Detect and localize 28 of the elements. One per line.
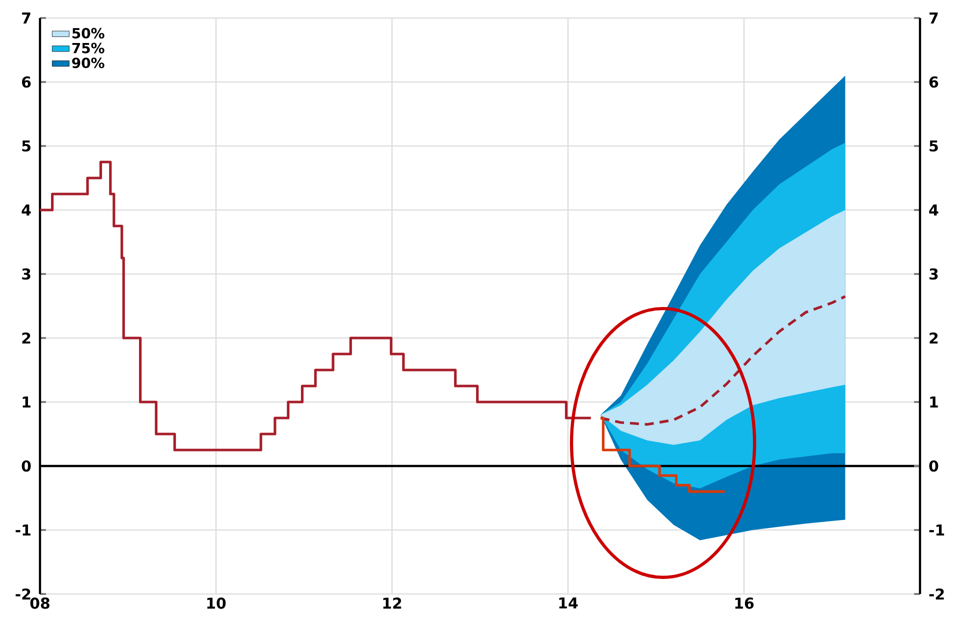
- y2-tick-label: 1: [930, 396, 938, 408]
- y-tick-label: 5: [22, 140, 30, 152]
- y-tick-label: 0: [22, 460, 31, 472]
- y2-tick-label: -2: [929, 588, 944, 600]
- x-tick-label: 10: [207, 598, 226, 609]
- y-tick-label: 2: [22, 332, 30, 344]
- legend-label: 90%: [72, 58, 104, 68]
- y-tick-label: -2: [16, 588, 30, 600]
- y-tick-label: -1: [16, 524, 30, 536]
- y2-tick-label: 4: [929, 204, 938, 216]
- y-tick-label: 6: [22, 76, 31, 88]
- x-tick-label: 12: [383, 598, 402, 609]
- y2-tick-label: 7: [930, 12, 938, 24]
- x-tick-label: 08: [30, 598, 50, 609]
- y2-tick-label: 3: [930, 268, 938, 280]
- y2-tick-label: 2: [930, 332, 938, 344]
- y-tick-label: 1: [22, 396, 30, 408]
- legend-label: 75%: [72, 42, 104, 54]
- y2-tick-label: 6: [929, 76, 938, 88]
- y-tick-label: 4: [22, 204, 31, 216]
- y-tick-label: 7: [22, 12, 30, 24]
- x-tick-label: 16: [735, 598, 754, 609]
- y2-tick-label: 0: [929, 460, 938, 472]
- x-tick-label: 14: [559, 598, 578, 608]
- y-tick-label: 3: [22, 268, 30, 280]
- y2-tick-label: -1: [929, 524, 944, 536]
- y2-tick-label: 5: [930, 140, 938, 152]
- legend-label: 50%: [72, 28, 104, 38]
